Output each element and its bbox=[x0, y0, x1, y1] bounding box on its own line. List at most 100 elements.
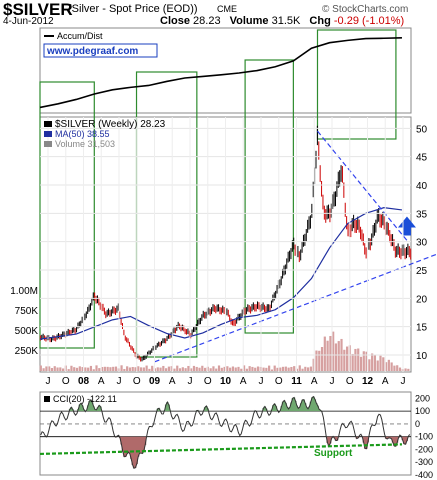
volume-bar bbox=[48, 366, 51, 371]
volume-bar bbox=[159, 367, 162, 371]
x-tick-label: A bbox=[382, 376, 389, 387]
volume-bar bbox=[215, 368, 218, 371]
volume-bar bbox=[120, 365, 123, 371]
volume-bar bbox=[357, 348, 360, 371]
volume-bar bbox=[320, 347, 324, 371]
volume-bar bbox=[98, 368, 101, 371]
price-tick-label: 25 bbox=[416, 266, 428, 277]
arrow-up-icon bbox=[397, 216, 416, 236]
x-tick-label: O bbox=[204, 376, 212, 387]
website-annotation-box bbox=[43, 43, 158, 58]
volume-bar bbox=[81, 367, 84, 371]
volume-bar bbox=[134, 367, 137, 371]
volume-bar bbox=[343, 349, 346, 371]
volume-bar bbox=[148, 368, 151, 371]
accum-dist-panel bbox=[39, 36, 402, 109]
volume-bar bbox=[376, 360, 379, 371]
volume-bar bbox=[234, 367, 237, 371]
volume-bar bbox=[212, 366, 215, 371]
price-tick-label: 10 bbox=[416, 351, 428, 362]
x-tick-label: J bbox=[46, 376, 51, 387]
volume-bar bbox=[398, 367, 402, 371]
x-tick-label: 12 bbox=[362, 376, 374, 387]
volume-bar bbox=[137, 366, 140, 371]
volume-bar bbox=[345, 346, 349, 371]
cci-line bbox=[40, 395, 411, 469]
volume-bar bbox=[67, 369, 70, 371]
volume-tick-label: 1.00M bbox=[10, 286, 38, 297]
price-tick-label: 45 bbox=[416, 153, 428, 164]
volume-bar bbox=[304, 366, 307, 371]
volume-bar bbox=[287, 367, 290, 371]
volume-bar bbox=[396, 365, 399, 371]
volume-bar bbox=[384, 362, 388, 371]
volume-bar bbox=[407, 368, 410, 371]
volume-bar bbox=[276, 367, 279, 371]
quote-stats: Close 28.23 Volume 31.5K Chg -0.29 (-1.0… bbox=[160, 15, 404, 27]
volume-bar bbox=[87, 367, 90, 371]
volume-bar bbox=[109, 367, 112, 371]
volume-bar bbox=[187, 365, 190, 371]
x-tick-label: O bbox=[346, 376, 354, 387]
volume-bar bbox=[254, 367, 257, 371]
volume-bar bbox=[312, 358, 315, 371]
volume-bar bbox=[382, 357, 385, 371]
chg-label: Chg bbox=[309, 15, 331, 27]
x-tick-label: J bbox=[259, 376, 264, 387]
volume-bar bbox=[39, 365, 42, 371]
x-tick-label: A bbox=[98, 376, 105, 387]
volume-bar bbox=[45, 366, 48, 371]
close-value: 28.23 bbox=[193, 15, 221, 27]
volume-bar bbox=[371, 353, 374, 371]
volume-bar bbox=[173, 368, 176, 371]
x-tick-label: J bbox=[330, 376, 335, 387]
cci-legend: CCI(20) -122.11 bbox=[53, 394, 117, 404]
price-tick-label: 15 bbox=[416, 323, 428, 334]
cci-tick-label: -300 bbox=[415, 457, 433, 467]
volume-bar bbox=[192, 365, 196, 371]
volume-bar bbox=[181, 367, 184, 371]
volume-bar bbox=[100, 367, 104, 371]
price-legend-item: MA(50) 38.55 bbox=[55, 129, 110, 139]
volume-bar bbox=[162, 365, 165, 371]
volume-bar bbox=[404, 368, 407, 371]
x-tick-label: J bbox=[401, 376, 406, 387]
volume-bar bbox=[145, 365, 148, 371]
volume-bar bbox=[59, 367, 62, 371]
price-tick-label: 30 bbox=[416, 238, 428, 249]
volume-bar bbox=[265, 367, 268, 371]
x-tick-label: J bbox=[188, 376, 193, 387]
price-legend-swatch bbox=[44, 131, 52, 137]
volume-bar bbox=[262, 367, 265, 371]
volume-bar bbox=[229, 367, 232, 371]
volume-bar bbox=[290, 366, 293, 371]
highlight-boxes bbox=[39, 29, 397, 358]
volume-bar bbox=[365, 351, 368, 371]
volume-bar bbox=[318, 350, 321, 371]
cci-tick-label: 200 bbox=[415, 393, 430, 403]
price-legend-item: $SILVER (Weekly) 28.23 bbox=[55, 119, 166, 130]
volume-bar bbox=[248, 366, 251, 371]
volume-value: 31.5K bbox=[271, 15, 301, 27]
volume-bar bbox=[131, 366, 134, 371]
volume-bar bbox=[78, 366, 81, 371]
price-tick-label: 40 bbox=[416, 181, 428, 192]
price-tick-label: 50 bbox=[416, 124, 428, 135]
accum-dist-legend: Accum/Dist bbox=[57, 31, 103, 41]
chart-labels: Support Accum/Dist www.pdegraaf.com $SILVER… bbox=[41, 29, 353, 459]
volume-bar bbox=[242, 365, 246, 371]
volume-bar bbox=[220, 367, 223, 371]
cci-frame bbox=[39, 391, 412, 476]
volume-bar bbox=[368, 359, 371, 371]
volume-bar bbox=[151, 365, 154, 371]
volume-bar bbox=[89, 365, 93, 371]
volume-bar bbox=[226, 366, 229, 371]
volume-bar bbox=[337, 341, 340, 371]
accum-dist-line bbox=[39, 36, 402, 109]
x-tick-label: O bbox=[62, 376, 70, 387]
volume-bar bbox=[167, 366, 170, 371]
cci-legend-swatch bbox=[44, 396, 50, 402]
volume-bar bbox=[390, 362, 393, 371]
volume-bar bbox=[251, 366, 254, 371]
volume-bar bbox=[123, 368, 126, 371]
